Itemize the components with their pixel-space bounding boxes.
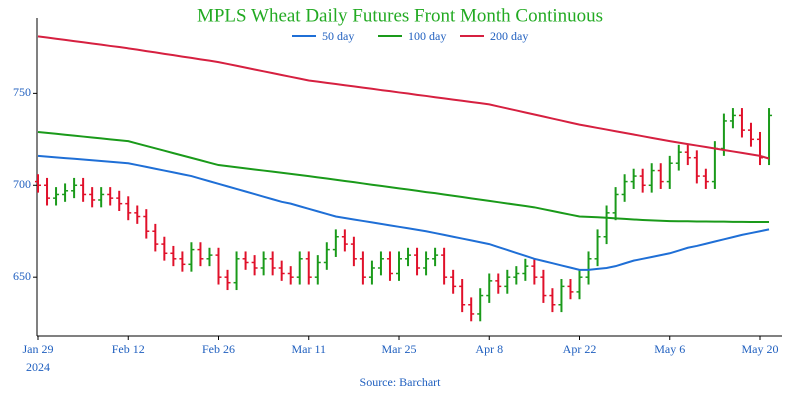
x-tick-label: Apr 22 (563, 342, 597, 356)
x-tick-label: May 20 (742, 342, 779, 356)
source: Source: Barchart (360, 375, 442, 389)
x-tick-label: Jan 29 (23, 342, 54, 356)
legend-label: 100 day (408, 29, 446, 43)
legend-label: 200 day (490, 29, 528, 43)
x-tick-label: Mar 11 (291, 342, 326, 356)
x-tick-label: Feb 12 (112, 342, 145, 356)
x-tick-label: Apr 8 (475, 342, 503, 356)
x-tick-label: May 6 (654, 342, 685, 356)
y-tick-label: 700 (13, 177, 31, 191)
year-label: 2024 (26, 360, 50, 374)
moving-average-line (37, 130, 770, 224)
y-tick-label: 750 (13, 85, 31, 99)
x-tick-label: Feb 26 (202, 342, 235, 356)
moving-average-line (37, 35, 770, 160)
moving-average-line (37, 154, 770, 271)
x-tick-label: Mar 25 (382, 342, 417, 356)
y-tick-label: 650 (13, 269, 31, 283)
chart-title: MPLS Wheat Daily Futures Front Month Con… (197, 5, 603, 26)
legend-label: 50 day (322, 29, 354, 43)
